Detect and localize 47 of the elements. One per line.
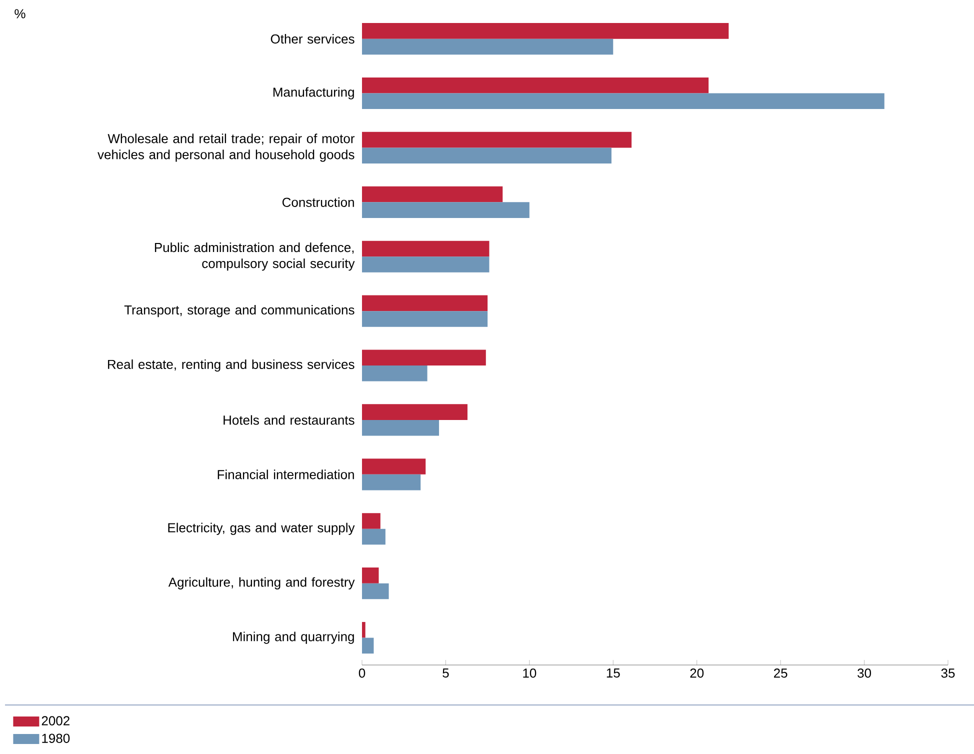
bar bbox=[362, 474, 421, 490]
y-tick-label: Construction bbox=[282, 197, 354, 207]
y-tick-label: Agriculture, hunting and forestry bbox=[168, 577, 355, 590]
x-tick-label: 20 bbox=[690, 668, 704, 678]
bar bbox=[362, 132, 632, 148]
y-tick-label: Electricity, gas and water supply bbox=[168, 522, 355, 535]
bar bbox=[362, 513, 380, 529]
x-tick-label: 15 bbox=[606, 668, 620, 678]
bar bbox=[362, 638, 374, 654]
text: % bbox=[14, 9, 26, 18]
bar bbox=[362, 256, 490, 272]
y-tick-label: Transport, storage and communications bbox=[124, 305, 354, 318]
bar bbox=[362, 420, 440, 436]
bar bbox=[362, 23, 729, 39]
x-tick-label: 35 bbox=[941, 668, 955, 678]
y-tick-label: Real estate, renting and business services bbox=[108, 359, 354, 372]
y-tick-label: Wholesale and retail trade; repair of motor vehicles and personal and household goods bbox=[98, 134, 355, 162]
bar bbox=[362, 186, 503, 202]
y-tick-label: Financial intermediation bbox=[218, 470, 354, 480]
y-tick-label: Hotels and restaurants bbox=[224, 415, 354, 425]
bar bbox=[362, 583, 389, 600]
y-tick-label: Manufacturing bbox=[273, 87, 354, 100]
legend-label: 2002 bbox=[42, 716, 70, 726]
bar bbox=[362, 240, 490, 257]
bar bbox=[362, 295, 488, 312]
legend-label: 1980 bbox=[42, 734, 70, 743]
bar bbox=[362, 77, 709, 94]
x-tick-label: 5 bbox=[442, 668, 449, 678]
bar bbox=[362, 528, 386, 545]
bar bbox=[362, 202, 530, 218]
bar bbox=[362, 311, 488, 327]
y-tick-label: Mining and quarrying bbox=[233, 632, 354, 644]
y-tick-label: Other services bbox=[270, 34, 354, 44]
bar bbox=[362, 404, 468, 420]
bar bbox=[362, 93, 884, 110]
bar bbox=[362, 148, 612, 164]
x-tick-label: 10 bbox=[523, 668, 536, 678]
bar bbox=[362, 350, 486, 366]
x-tick-label: 30 bbox=[858, 668, 872, 678]
x-tick-label: 25 bbox=[774, 668, 788, 678]
bar bbox=[362, 622, 366, 638]
bar bbox=[362, 38, 614, 55]
x-tick-label: 0 bbox=[358, 668, 366, 678]
bar bbox=[362, 458, 426, 474]
bar bbox=[362, 568, 379, 584]
bar bbox=[362, 366, 428, 382]
y-tick-label: Public administration and defence, compulsory social security bbox=[154, 242, 355, 271]
